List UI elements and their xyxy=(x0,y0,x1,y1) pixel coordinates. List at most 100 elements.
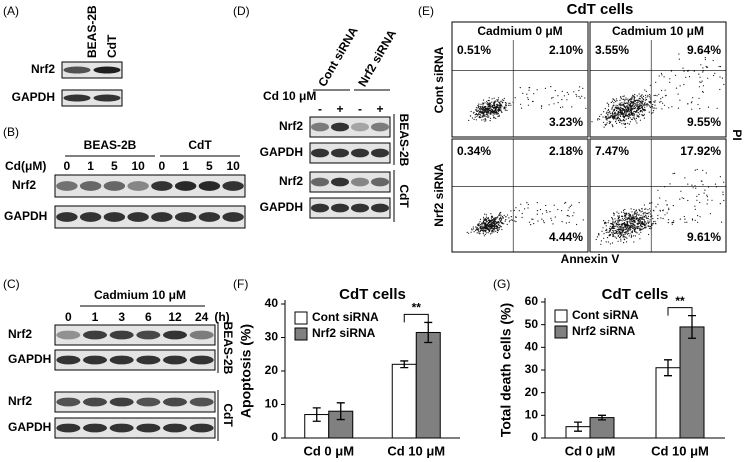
event-dot xyxy=(485,119,487,121)
event-dot xyxy=(607,222,609,224)
event-dot xyxy=(470,115,472,117)
event-dot xyxy=(624,120,626,122)
event-dot xyxy=(501,228,503,231)
event-dot xyxy=(634,93,636,96)
event-dot xyxy=(677,93,679,95)
event-dot xyxy=(568,215,570,217)
event-dot xyxy=(611,242,614,244)
event-dot xyxy=(634,212,636,214)
event-dot xyxy=(693,70,695,72)
event-dot xyxy=(642,95,645,97)
band xyxy=(56,181,78,191)
event-dot xyxy=(635,210,637,212)
event-dot xyxy=(471,228,473,230)
significance: ** xyxy=(412,301,422,315)
event-dot xyxy=(604,222,606,225)
event-dot xyxy=(495,217,497,219)
event-dot xyxy=(643,223,645,225)
event-dot xyxy=(636,108,638,110)
blot xyxy=(54,349,216,371)
band xyxy=(371,148,389,158)
event-dot xyxy=(489,226,491,228)
band xyxy=(371,203,389,213)
event-dot xyxy=(569,205,571,207)
event-dot xyxy=(659,101,661,103)
event-dot xyxy=(491,101,493,103)
event-dot xyxy=(618,232,620,234)
event-dot xyxy=(606,115,608,117)
group-label: BEAS-2B xyxy=(84,138,137,152)
flow-plot xyxy=(451,21,589,138)
event-dot xyxy=(633,103,635,105)
event-dot xyxy=(662,102,664,104)
treatment: Cd 10 μM xyxy=(263,89,316,103)
event-dot xyxy=(617,116,619,118)
event-dot xyxy=(566,215,568,217)
event-dot xyxy=(645,208,647,210)
event-dot xyxy=(481,224,483,226)
event-dot xyxy=(655,223,657,225)
panel-label: (F) xyxy=(233,277,248,291)
event-dot xyxy=(492,225,494,227)
event-dot xyxy=(615,237,618,239)
event-dot xyxy=(633,228,635,231)
event-dot xyxy=(482,109,484,111)
event-dot xyxy=(515,216,517,218)
event-dot xyxy=(527,104,530,106)
event-dot xyxy=(627,104,629,106)
event-dot xyxy=(618,229,620,231)
event-dot xyxy=(625,215,627,217)
event-dot xyxy=(623,116,626,118)
event-dot xyxy=(684,221,686,223)
event-dot xyxy=(691,108,693,110)
event-dot xyxy=(690,102,693,104)
event-dot xyxy=(652,104,654,106)
event-dot xyxy=(499,102,501,104)
event-dot xyxy=(612,235,614,237)
time: 6 xyxy=(145,310,152,324)
event-dot xyxy=(546,211,548,213)
event-dot xyxy=(468,232,470,234)
event-dot xyxy=(627,225,630,227)
event-dot xyxy=(537,220,539,222)
event-dot xyxy=(641,114,643,116)
event-dot xyxy=(484,231,486,233)
event-dot xyxy=(604,117,606,119)
event-dot xyxy=(641,225,643,228)
band xyxy=(56,212,78,222)
event-dot xyxy=(490,225,492,227)
panel-label: (D) xyxy=(233,4,250,18)
event-dot xyxy=(608,235,610,237)
event-dot xyxy=(482,104,484,106)
event-dot xyxy=(678,58,681,60)
event-dot xyxy=(632,104,634,106)
quadrant-percent: 17.92% xyxy=(680,144,721,158)
event-dot xyxy=(642,97,644,99)
event-dot xyxy=(481,115,484,117)
event-dot xyxy=(617,217,619,219)
event-dot xyxy=(645,97,647,99)
event-dot xyxy=(472,226,474,228)
event-dot xyxy=(488,104,491,106)
event-dot xyxy=(628,101,630,103)
event-dot xyxy=(598,234,600,236)
event-dot xyxy=(640,211,642,213)
event-dot xyxy=(481,112,483,114)
event-dot xyxy=(683,215,685,218)
event-dot xyxy=(637,227,639,229)
band xyxy=(189,423,214,433)
event-dot xyxy=(637,109,639,111)
event-dot xyxy=(541,213,544,215)
event-dot xyxy=(651,215,653,217)
event-dot xyxy=(491,224,493,226)
event-dot xyxy=(615,121,617,123)
event-dot xyxy=(644,223,646,225)
event-dot xyxy=(550,86,552,88)
event-dot xyxy=(576,223,578,226)
event-dot xyxy=(683,70,685,72)
event-dot xyxy=(472,112,474,114)
event-dot xyxy=(622,231,624,233)
y-axis-label: Total death cells (%) xyxy=(498,303,514,437)
event-dot xyxy=(579,86,581,88)
row-label: GAPDH xyxy=(8,352,51,366)
